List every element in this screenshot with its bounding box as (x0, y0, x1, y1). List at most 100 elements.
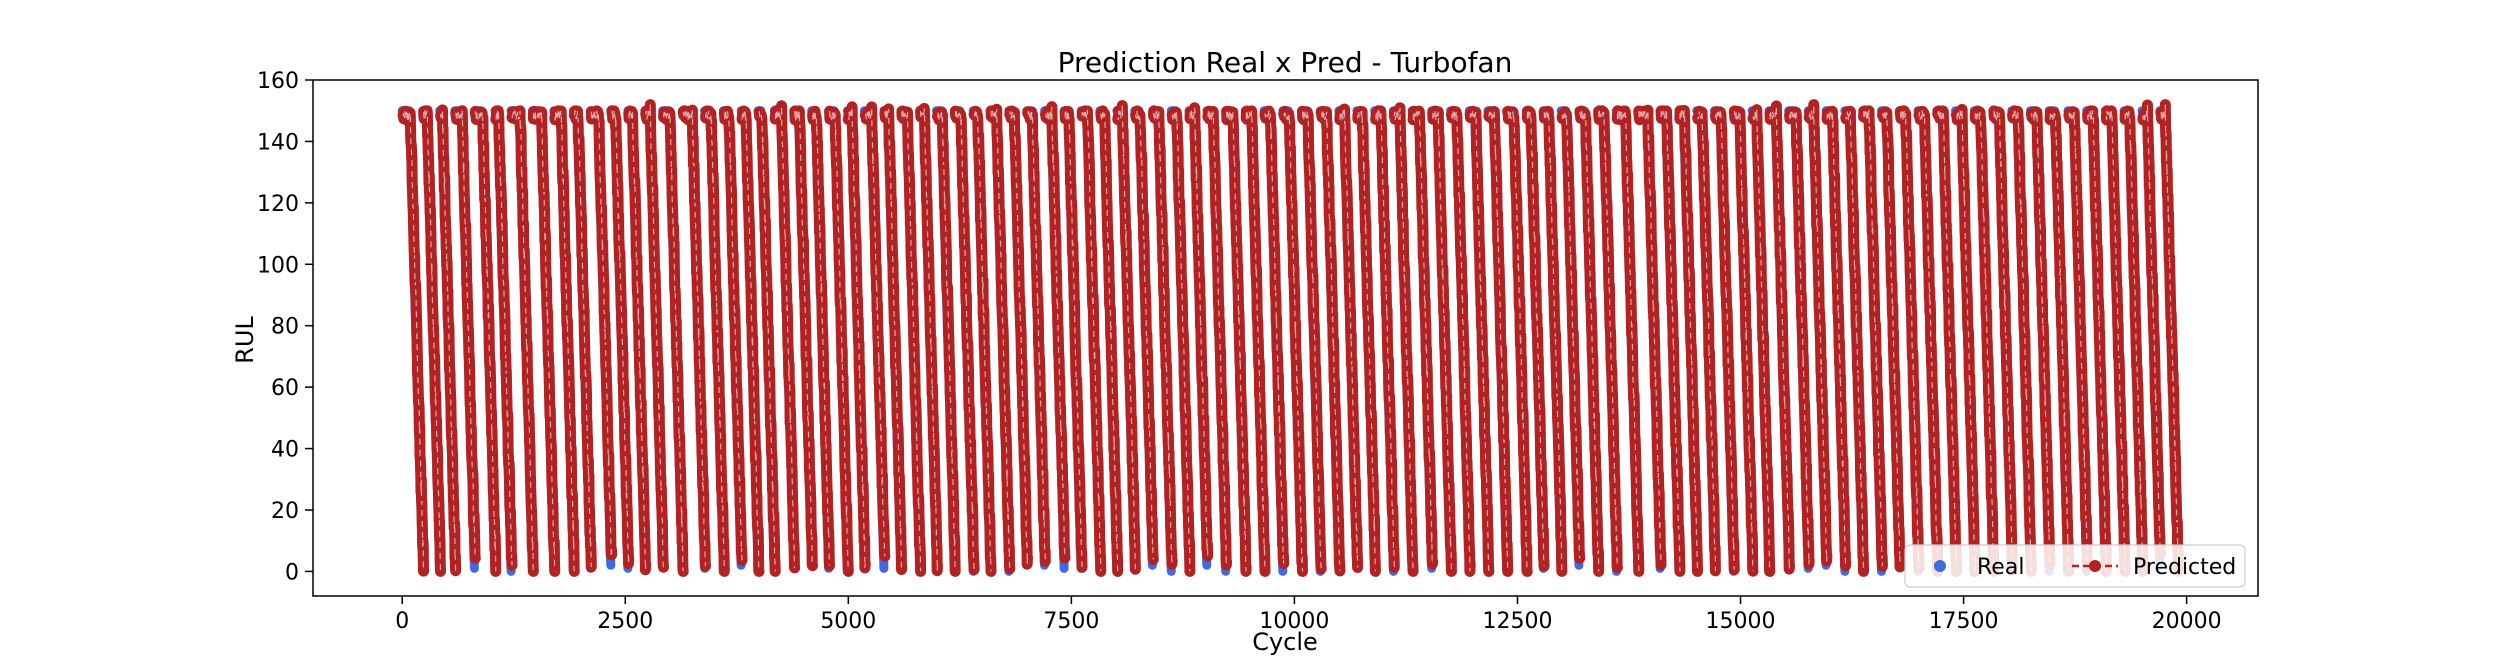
predicted-dashed-line (705, 109, 725, 572)
predicted-dashed-line (1808, 104, 1828, 562)
predicted-points (506, 105, 539, 577)
predicted-dashed-line (2160, 104, 2179, 572)
predicted-dashed-line (440, 109, 457, 571)
predicted-dashed-line (2142, 104, 2162, 555)
predicted-dashed-line (1432, 110, 1452, 572)
predicted-dashed-line (455, 110, 476, 559)
chart-title: Prediction Real x Pred - Turbofan (1058, 46, 1513, 79)
predicted-dashed-line (1769, 105, 1791, 570)
y-tick-label: 0 (285, 560, 299, 585)
predicted-dashed-line (1412, 110, 1434, 564)
predicted-dashed-line (1488, 111, 1509, 572)
x-tick-label: 5000 (820, 609, 876, 634)
legend: Real Predicted (1904, 544, 2246, 588)
predicted-dashed-line (1081, 109, 1102, 572)
predicted-dashed-line (723, 111, 743, 561)
predicted-dashed-line (1045, 106, 1066, 559)
predicted-dashed-line (1579, 110, 1600, 572)
x-axis: 0 2500 5000 7500 10000 12500 15000 17500 20000 (395, 596, 2222, 634)
predicted-dashed-line (1733, 110, 1754, 572)
predicted-dashed-line (573, 109, 592, 567)
predicted-dashed-line (495, 110, 513, 566)
predicted-dashed-line (758, 110, 776, 572)
predicted-dashed-line (812, 111, 831, 566)
predicted-dashed-line (1245, 110, 1266, 572)
predicted-dashed-line (1526, 110, 1545, 567)
x-tick-label: 2500 (597, 609, 653, 634)
y-tick-label: 80 (271, 315, 299, 340)
predicted-dashed-line (423, 109, 442, 572)
predicted-dashed-line (1320, 111, 1341, 571)
y-tick-label: 20 (271, 499, 299, 524)
predicted-dashed-line (1135, 110, 1154, 560)
predicted-dashed-line (1616, 109, 1640, 572)
predicted-dashed-line (1714, 110, 1735, 570)
predicted-dashed-line (1974, 110, 1995, 572)
y-axis-label: RUL (231, 316, 259, 364)
legend-predicted-marker (2089, 560, 2101, 572)
predicted-dashed-line (474, 111, 497, 572)
predicted-dashed-line (973, 109, 992, 572)
x-tick-label: 20000 (2152, 609, 2222, 634)
predicted-dashed-line (829, 111, 849, 572)
predicted-dashed-line (1339, 108, 1359, 568)
predicted-dashed-line (2012, 110, 2032, 572)
predicted-dashed-line (1357, 110, 1376, 572)
y-axis: 0 20 40 60 80 100 120 140 160 (257, 69, 313, 585)
predicted-dashed-line (1152, 110, 1173, 565)
series-predicted (397, 99, 2184, 577)
y-tick-label: 100 (257, 253, 299, 278)
predicted-dashed-line (2105, 110, 2126, 572)
x-tick-label: 12500 (1482, 609, 1552, 634)
predicted-dashed-line (847, 106, 866, 568)
predicted-dashed-line (611, 110, 630, 564)
predicted-dashed-line (1027, 110, 1046, 562)
predicted-dashed-line (2030, 110, 2051, 565)
predicted-dashed-line (1561, 111, 1581, 559)
predicted-points (677, 104, 711, 572)
plot-area (397, 99, 2184, 577)
predicted-dashed-line (2124, 108, 2144, 572)
y-tick-label: 60 (271, 376, 299, 401)
predicted-dashed-line (1451, 111, 1471, 572)
predicted-dashed-line (1937, 110, 1957, 572)
predicted-dashed-line (1064, 111, 1083, 568)
x-axis-label: Cycle (1252, 628, 1318, 656)
predicted-dashed-line (741, 110, 760, 572)
predicted-dashed-line (1207, 111, 1228, 566)
x-tick-label: 7500 (1043, 609, 1099, 634)
y-tick-label: 120 (257, 192, 299, 217)
predicted-dashed-line (1469, 111, 1490, 573)
predicted-dashed-line (1226, 111, 1247, 572)
predicted-dashed-line (590, 110, 613, 555)
predicted-dashed-line (554, 110, 575, 572)
legend-real-marker (1934, 560, 1946, 572)
predicted-dashed-line (1375, 108, 1395, 568)
predicted-dashed-line (532, 110, 556, 572)
predicted-dashed-line (1598, 108, 1618, 568)
predicted-dashed-line (682, 110, 707, 567)
y-tick-label: 160 (257, 69, 299, 94)
predicted-dashed-line (774, 105, 796, 569)
predicted-dashed-line (1863, 108, 1883, 567)
predicted-dashed-line (1752, 109, 1771, 572)
predicted-dashed-line (864, 106, 886, 557)
predicted-dashed-line (1826, 110, 1847, 566)
predicted-dashed-line (1189, 107, 1209, 557)
predicted-dashed-line (2068, 111, 2089, 568)
x-tick-label: 17500 (1929, 609, 1999, 634)
x-tick-label: 10000 (1259, 609, 1329, 634)
predicted-dashed-line (794, 110, 814, 566)
predicted-dashed-line (1507, 110, 1528, 572)
predicted-dashed-line (1993, 110, 2014, 568)
predicted-dashed-line (1283, 111, 1304, 572)
predicted-points (2044, 106, 2075, 577)
predicted-dashed-line (1171, 112, 1191, 572)
predicted-dashed-line (920, 108, 939, 571)
predicted-dashed-line (1845, 111, 1865, 572)
predicted-dashed-line (1638, 110, 1662, 565)
legend-real-label: Real (1977, 555, 2024, 580)
x-tick-label: 15000 (1706, 609, 1776, 634)
y-tick-label: 40 (271, 438, 299, 463)
